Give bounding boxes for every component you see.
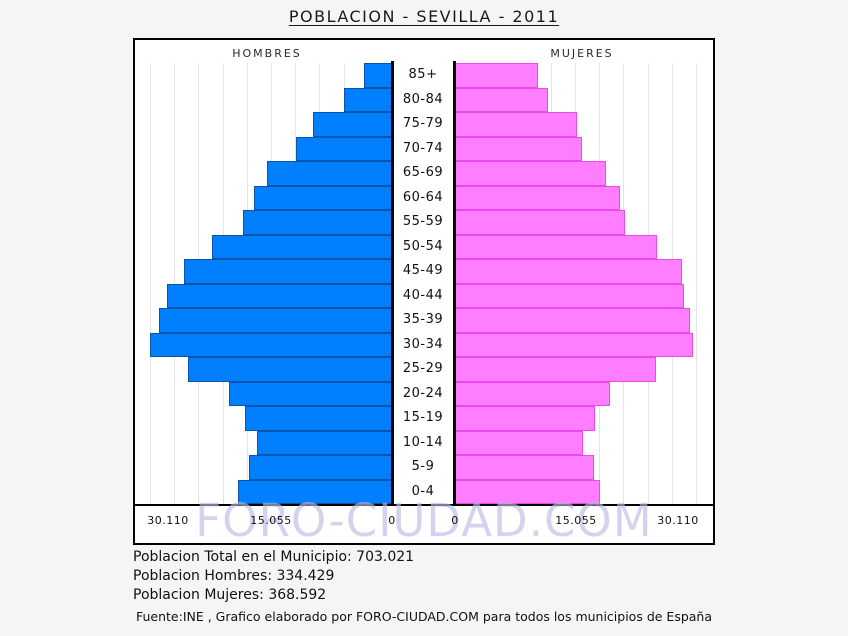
bar-mujeres-50-54 xyxy=(454,234,658,259)
bar-mujeres-70-74 xyxy=(454,136,583,161)
population-summary: Poblacion Total en el Municipio: 703.021… xyxy=(133,548,848,605)
age-label: 40-44 xyxy=(402,287,444,303)
bar-mujeres-10-14 xyxy=(454,430,583,455)
age-label: 20-24 xyxy=(402,385,444,401)
bar-hombres-20-24 xyxy=(229,381,392,406)
pyramid-plot: 85+ 80-84 75-79 70-74 65-69 60-64 55-59 50-54 45… xyxy=(135,40,713,543)
bar-mujeres-65-69 xyxy=(454,161,606,186)
bar-hombres-45-49 xyxy=(183,259,392,284)
bar-hombres-35-39 xyxy=(158,308,392,333)
age-label: 35-39 xyxy=(402,312,444,327)
male-zero-axis xyxy=(390,61,394,506)
hombres-header: HOMBRES xyxy=(232,47,302,60)
bar-mujeres-85+ xyxy=(454,63,538,88)
bar-mujeres-55-59 xyxy=(454,210,626,235)
bar-mujeres-20-24 xyxy=(454,381,610,406)
source-footer: Fuente:INE , Grafico elaborado por FORO-… xyxy=(135,609,713,624)
age-label: 50-54 xyxy=(402,238,444,254)
gridline xyxy=(150,63,151,504)
bar-mujeres-0-4 xyxy=(454,479,601,504)
bar-hombres-55-59 xyxy=(242,210,392,235)
x-tick-label: 30.110 xyxy=(147,514,189,527)
age-label: 80-84 xyxy=(402,91,444,107)
bar-hombres-65-69 xyxy=(267,161,392,186)
x-tick-label: 0 xyxy=(388,514,396,527)
age-label: 10-14 xyxy=(402,434,444,450)
age-label: 15-19 xyxy=(402,410,444,425)
mujeres-header: MUJERES xyxy=(550,47,614,60)
age-label: 75-79 xyxy=(402,116,444,131)
age-label: 30-34 xyxy=(402,336,444,352)
bar-hombres-80-84 xyxy=(344,87,392,112)
summary-mujeres: Poblacion Mujeres: 368.592 xyxy=(133,587,327,603)
bar-mujeres-30-34 xyxy=(454,332,694,357)
bar-mujeres-5-9 xyxy=(454,455,594,480)
bar-mujeres-15-19 xyxy=(454,406,595,431)
bar-hombres-75-79 xyxy=(312,112,392,137)
bar-hombres-0-4 xyxy=(238,479,392,504)
pyramid-chart: HOMBRES MUJERES 85+ 80-84 75-79 70-74 65-69 6… xyxy=(133,38,715,547)
bar-hombres-85+ xyxy=(364,63,392,88)
female-zero-axis xyxy=(452,61,456,506)
age-label: 55-59 xyxy=(402,214,444,229)
summary-hombres: Poblacion Hombres: 334.429 xyxy=(133,568,335,584)
bar-hombres-25-29 xyxy=(188,357,392,382)
x-tick-label: 15.055 xyxy=(555,514,597,527)
page-title: POBLACION - SEVILLA - 2011 xyxy=(288,7,560,26)
age-label: 85+ xyxy=(408,67,438,82)
x-tick-label: 0 xyxy=(451,514,459,527)
gridline xyxy=(696,63,697,504)
bar-mujeres-45-49 xyxy=(454,259,682,284)
age-label: 70-74 xyxy=(402,140,444,156)
age-label: 60-64 xyxy=(402,189,444,205)
x-tick-label: 15.055 xyxy=(250,514,292,527)
bar-mujeres-80-84 xyxy=(454,87,549,112)
bar-mujeres-40-44 xyxy=(454,283,685,308)
bar-mujeres-25-29 xyxy=(454,357,656,382)
bar-mujeres-75-79 xyxy=(454,112,577,137)
bar-hombres-15-19 xyxy=(244,406,392,431)
x-tick-label: 30.110 xyxy=(657,514,699,527)
age-label: 45-49 xyxy=(402,263,444,278)
bar-hombres-50-54 xyxy=(212,234,392,259)
age-label: 0-4 xyxy=(411,483,435,499)
age-label: 5-9 xyxy=(411,459,435,474)
x-baseline xyxy=(135,504,713,506)
age-label: 25-29 xyxy=(402,361,444,376)
bar-hombres-70-74 xyxy=(296,136,392,161)
bar-hombres-40-44 xyxy=(167,283,392,308)
bar-hombres-60-64 xyxy=(254,185,392,210)
bar-hombres-5-9 xyxy=(249,455,392,480)
bar-hombres-30-34 xyxy=(150,332,392,357)
summary-total: Poblacion Total en el Municipio: 703.021 xyxy=(133,549,415,565)
bar-mujeres-60-64 xyxy=(454,185,620,210)
bar-hombres-10-14 xyxy=(256,430,392,455)
bar-mujeres-35-39 xyxy=(454,308,690,333)
age-label: 65-69 xyxy=(402,165,444,180)
